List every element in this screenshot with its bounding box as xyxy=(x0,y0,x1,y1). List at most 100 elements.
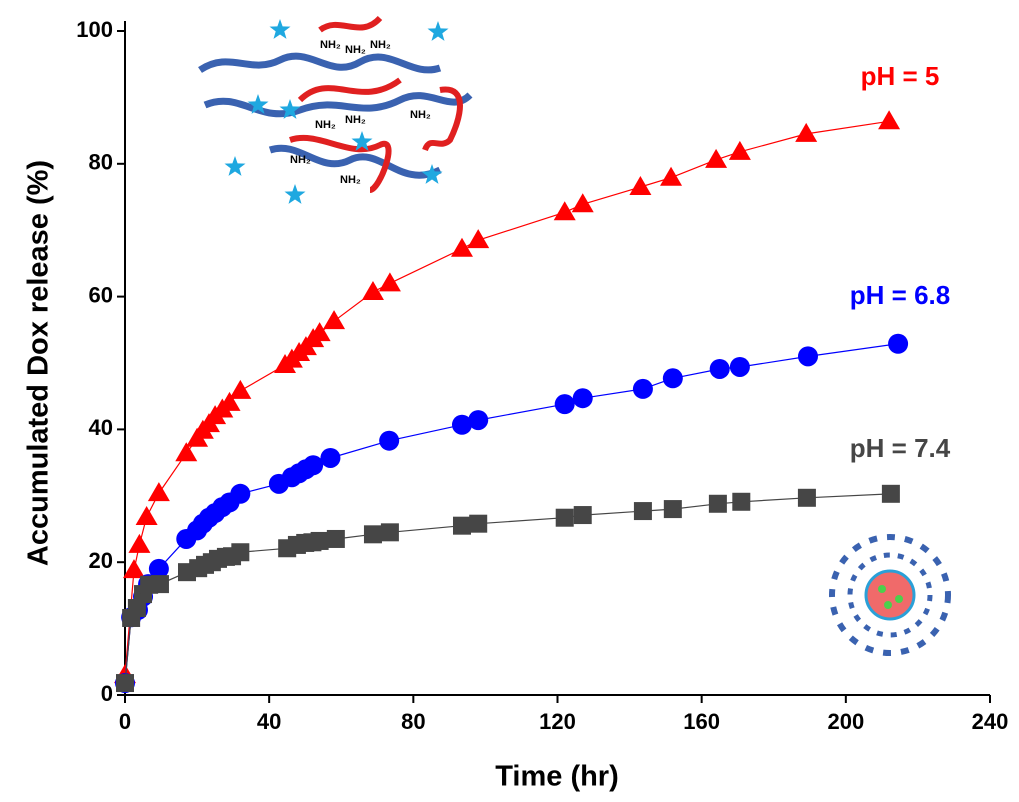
series xyxy=(116,484,900,693)
data-point xyxy=(361,280,384,300)
data-point xyxy=(571,193,594,213)
x-tick-label: 0 xyxy=(119,709,131,734)
star xyxy=(351,131,373,151)
polymer-chain xyxy=(203,92,473,118)
micelle-shell xyxy=(829,534,951,656)
x-tick-label: 40 xyxy=(257,709,281,734)
data-point xyxy=(230,483,251,504)
y-axis-title: Accumulated Dox release (%) xyxy=(23,160,55,566)
data-point xyxy=(320,447,341,468)
data-point xyxy=(150,575,169,594)
amine-label: NH₂ xyxy=(345,44,366,56)
data-point xyxy=(379,430,400,451)
x-axis-title: Time (hr) xyxy=(495,761,619,793)
data-point xyxy=(729,356,750,377)
series-line xyxy=(124,493,891,684)
data-point xyxy=(451,414,472,435)
drug xyxy=(884,601,892,609)
series-label: pH = 7.4 xyxy=(850,433,951,463)
x-tick-label: 120 xyxy=(539,709,576,734)
y-tick-label: 80 xyxy=(89,150,113,175)
polymer-chain xyxy=(268,144,442,179)
data-point xyxy=(310,531,329,550)
star xyxy=(224,156,246,176)
data-point xyxy=(660,166,683,186)
data-point xyxy=(662,368,683,389)
data-point xyxy=(380,523,399,542)
data-point xyxy=(573,506,592,525)
star xyxy=(269,19,291,39)
data-point xyxy=(229,379,252,399)
series-label: pH = 6.8 xyxy=(850,280,950,310)
data-point xyxy=(467,229,490,249)
data-point xyxy=(116,674,134,693)
amine-label: NH₂ xyxy=(340,174,361,186)
amine-label: NH₂ xyxy=(320,39,341,51)
data-point xyxy=(147,482,170,502)
data-point xyxy=(663,500,682,519)
data-point xyxy=(708,494,727,513)
data-point xyxy=(218,391,241,411)
data-point xyxy=(231,543,250,562)
peptide-chain xyxy=(289,135,392,193)
star xyxy=(284,184,306,204)
data-point xyxy=(326,529,345,548)
data-point xyxy=(308,322,331,342)
series-label: pH = 5 xyxy=(861,61,940,91)
y-tick-label: 40 xyxy=(89,415,113,440)
data-point xyxy=(555,508,574,527)
data-point xyxy=(469,514,488,533)
data-point xyxy=(123,559,146,579)
data-point xyxy=(797,346,818,367)
star xyxy=(421,164,443,184)
data-point xyxy=(378,272,401,292)
x-tick-label: 80 xyxy=(401,709,425,734)
data-point xyxy=(363,525,382,544)
data-point xyxy=(175,442,198,462)
polymer-chain xyxy=(198,52,442,74)
star xyxy=(247,94,269,114)
amine-label: NH₂ xyxy=(370,39,391,51)
amine-label: NH₂ xyxy=(315,119,336,131)
amine-label: NH₂ xyxy=(290,154,311,166)
data-point xyxy=(553,201,576,221)
series xyxy=(114,110,901,684)
data-point xyxy=(554,394,575,415)
data-point xyxy=(888,333,909,354)
data-point xyxy=(629,176,652,196)
illustration: NH₂ NH₂ NH₂ NH₂ NH₂ NH₂ NH₂ NH₂ xyxy=(198,15,951,656)
data-point xyxy=(732,492,751,511)
data-point xyxy=(128,533,151,553)
y-tick-label: 0 xyxy=(101,681,113,706)
drug xyxy=(895,595,903,603)
data-point xyxy=(709,358,730,379)
amine-label: NH₂ xyxy=(410,109,431,121)
data-point xyxy=(468,410,489,431)
data-point xyxy=(450,237,473,257)
data-point xyxy=(878,110,901,130)
data-point xyxy=(572,388,593,409)
x-tick-label: 240 xyxy=(972,709,1009,734)
data-point xyxy=(795,122,818,142)
data-point xyxy=(881,484,900,503)
data-point xyxy=(705,148,728,168)
series xyxy=(115,333,909,694)
amine-label: NH₂ xyxy=(345,114,366,126)
micelle xyxy=(829,534,951,656)
peptide-chain xyxy=(297,77,402,103)
data-point xyxy=(148,558,169,579)
y-tick-label: 60 xyxy=(89,282,113,307)
data-point xyxy=(127,599,146,618)
data-point xyxy=(632,378,653,399)
micelle-shell xyxy=(847,552,933,638)
data-point xyxy=(728,140,751,160)
data-point xyxy=(452,516,471,535)
data-point xyxy=(797,488,816,507)
drug xyxy=(878,585,886,593)
peptide-chain xyxy=(318,15,383,33)
x-tick-label: 200 xyxy=(827,709,864,734)
y-tick-label: 100 xyxy=(76,17,113,42)
data-point xyxy=(303,455,324,476)
data-point xyxy=(135,506,158,526)
